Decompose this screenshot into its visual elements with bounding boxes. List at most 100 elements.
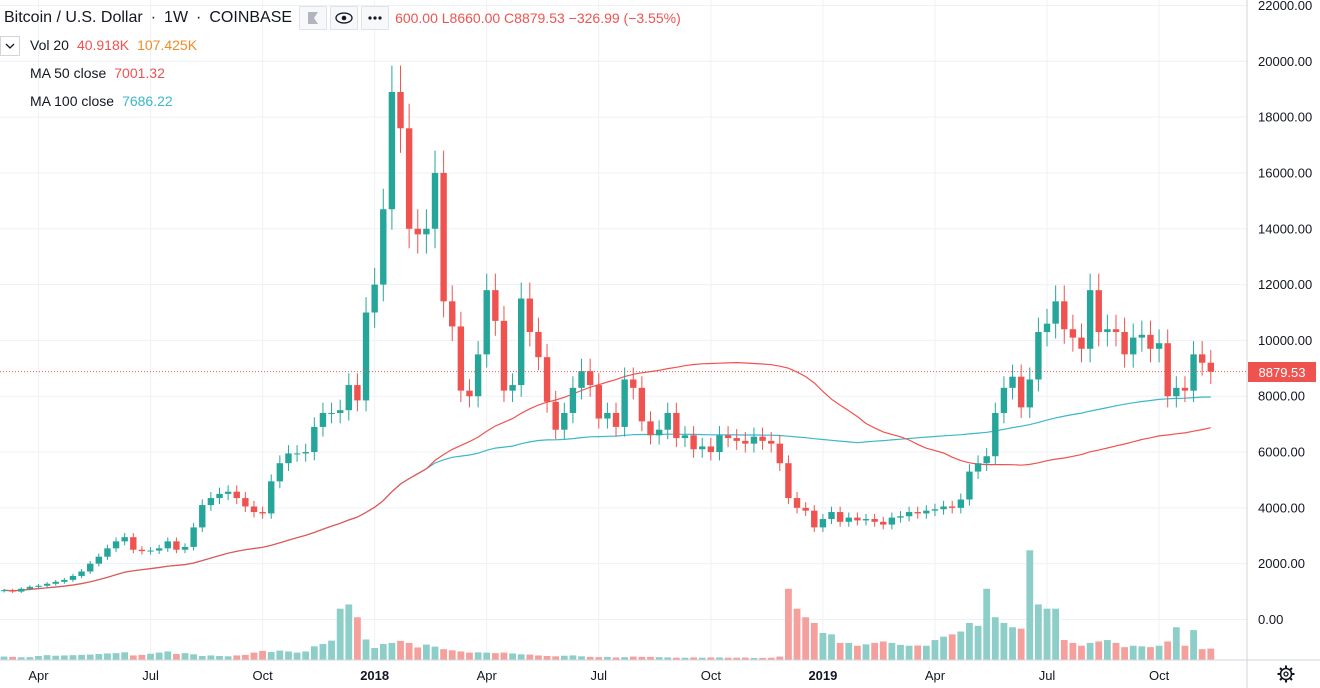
ma100-legend[interactable]: MA 100 close 7686.22 xyxy=(30,93,173,109)
candle xyxy=(630,367,637,400)
candle xyxy=(845,512,852,527)
volume-bar xyxy=(741,657,749,660)
candle xyxy=(293,445,301,462)
candle xyxy=(414,209,421,254)
candle xyxy=(500,305,508,403)
candle-body xyxy=(983,456,990,464)
candle xyxy=(397,65,404,153)
candle-body xyxy=(121,537,128,542)
candle xyxy=(1130,323,1137,368)
candle xyxy=(181,543,189,554)
volume-bar xyxy=(293,652,301,660)
volume-bar xyxy=(95,654,103,660)
candle xyxy=(1069,314,1077,352)
volume-bar xyxy=(612,657,620,660)
volume-bar xyxy=(1095,641,1103,660)
candle xyxy=(1026,367,1033,418)
gear-icon[interactable] xyxy=(1276,664,1296,684)
symbol-name[interactable]: Bitcoin / U.S. Dollar xyxy=(4,9,143,26)
candle-body xyxy=(440,172,447,302)
candle-body xyxy=(707,446,715,453)
volume-bar xyxy=(948,634,956,660)
candle xyxy=(1000,376,1008,424)
candle-body xyxy=(242,498,249,507)
candle-body xyxy=(811,510,818,528)
y-tick-label: 22000.00 xyxy=(1258,0,1312,13)
candle-body xyxy=(914,512,921,514)
candle xyxy=(155,544,163,555)
candle-body xyxy=(130,537,137,550)
candle-body xyxy=(526,298,534,333)
volume-bar xyxy=(207,655,215,660)
y-tick-label: 18000.00 xyxy=(1258,110,1312,125)
candle-body xyxy=(181,546,189,550)
candle xyxy=(1078,323,1085,363)
candle xyxy=(130,533,137,554)
eye-icon[interactable] xyxy=(330,6,359,30)
interval-label[interactable]: 1W xyxy=(164,9,189,26)
candle-body xyxy=(905,512,913,517)
x-tick-label: Oct xyxy=(252,668,273,683)
volume-bar xyxy=(1017,628,1025,660)
candle-body xyxy=(1009,376,1016,388)
volume-bar xyxy=(198,656,206,660)
volume-bar xyxy=(681,657,689,660)
candle-body xyxy=(285,453,292,464)
candle-body xyxy=(345,385,352,411)
volume-bar xyxy=(552,656,560,660)
volume-bar xyxy=(69,655,77,660)
candle xyxy=(733,429,740,450)
volume-bar xyxy=(638,656,646,660)
volume-bar xyxy=(543,656,551,660)
ma50-legend[interactable]: MA 50 close 7001.32 xyxy=(30,65,165,81)
more-icon[interactable] xyxy=(361,6,390,30)
volume-bar xyxy=(853,645,861,660)
volume-legend[interactable]: Vol 20 40.918K 107.425K xyxy=(30,37,197,53)
volume-bar xyxy=(155,652,163,660)
candle-body xyxy=(888,517,896,525)
candle xyxy=(914,506,921,519)
volume-bar xyxy=(388,642,396,660)
exchange-label: COINBASE xyxy=(209,9,293,26)
candle-body xyxy=(293,453,301,455)
candle-body xyxy=(104,548,111,557)
candle-body xyxy=(1026,379,1033,408)
candle-body xyxy=(897,516,904,518)
candle-body xyxy=(190,527,197,547)
volume-bar xyxy=(86,654,94,660)
candle-body xyxy=(1181,387,1189,391)
candle-body xyxy=(173,541,180,550)
volume-bar xyxy=(974,625,982,660)
candle xyxy=(690,426,697,458)
volume-bar xyxy=(259,650,266,660)
candle-body xyxy=(147,550,154,552)
candle-body xyxy=(630,379,637,388)
volume-bar xyxy=(1164,641,1172,660)
flag-icon[interactable] xyxy=(299,6,328,30)
volume-bar xyxy=(940,636,947,660)
collapse-legend-button[interactable] xyxy=(0,36,20,56)
candle-body xyxy=(586,371,594,386)
candle-body xyxy=(724,435,732,439)
volume-bar xyxy=(707,657,715,660)
title-separator: · xyxy=(150,9,157,26)
candle xyxy=(897,511,904,523)
candle xyxy=(811,505,818,533)
candle-body xyxy=(61,579,68,582)
candle-body xyxy=(673,412,680,439)
candle xyxy=(121,533,128,546)
candle-body xyxy=(802,507,809,511)
candle-body xyxy=(931,509,939,511)
candle xyxy=(466,379,473,408)
x-tick-label: Jul xyxy=(142,668,159,683)
y-tick-label: 6000.00 xyxy=(1258,445,1305,460)
volume-bar xyxy=(621,657,629,660)
volume-bar xyxy=(26,657,34,660)
volume-bar xyxy=(1172,627,1180,660)
candle-body xyxy=(664,412,671,430)
volume-bar xyxy=(241,654,249,660)
volume-bar xyxy=(129,655,137,660)
volume-bar xyxy=(319,644,327,660)
volume-bar xyxy=(1060,640,1068,660)
